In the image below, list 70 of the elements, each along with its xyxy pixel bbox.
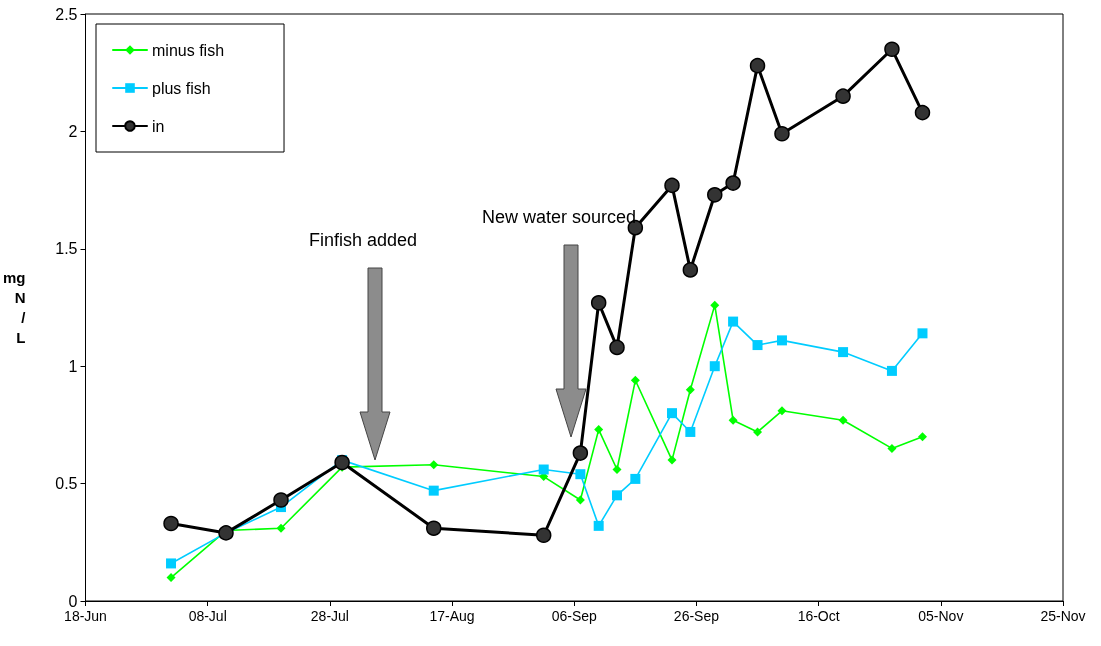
- annotation: Finfish added: [308, 230, 418, 250]
- point: [273, 492, 289, 508]
- y-tick-label: 2.5: [55, 5, 78, 23]
- x-tick-label: 16-Oct: [797, 608, 840, 624]
- point: [276, 523, 286, 533]
- point: [609, 339, 625, 356]
- point: [728, 316, 739, 327]
- y-axis-title: mg N / L: [3, 269, 27, 346]
- point: [667, 408, 677, 419]
- point: [590, 295, 607, 311]
- point: [776, 335, 787, 346]
- point: [728, 415, 738, 425]
- point: [774, 126, 790, 142]
- point: [887, 443, 897, 453]
- point: [426, 520, 442, 536]
- legend-label: plus fish: [152, 79, 211, 97]
- x-tick-label: 25-Nov: [1040, 608, 1086, 624]
- y-tick-label: 1.5: [55, 240, 78, 258]
- point: [752, 340, 763, 351]
- point: [710, 300, 720, 310]
- point: [572, 445, 589, 461]
- x-tick-label: 28-Jul: [310, 608, 349, 624]
- y-tick-label: 0.5: [55, 475, 78, 493]
- point: [630, 375, 640, 385]
- point: [709, 361, 720, 372]
- y-tick-label: 2: [68, 122, 78, 140]
- point: [685, 385, 695, 395]
- point: [166, 558, 177, 569]
- point: [707, 187, 723, 203]
- point: [575, 469, 586, 480]
- point: [685, 426, 696, 437]
- x-tick-label: 18-Jun: [64, 608, 107, 624]
- point: [428, 485, 439, 496]
- legend-label: in: [152, 117, 165, 135]
- legend-label: minus fish: [152, 41, 225, 59]
- point: [429, 460, 439, 470]
- point: [917, 328, 928, 339]
- point: [753, 427, 763, 437]
- point: [886, 365, 897, 376]
- point: [838, 415, 848, 425]
- x-tick-label: 17-Aug: [429, 608, 475, 624]
- point: [749, 57, 766, 74]
- point: [163, 515, 179, 532]
- point: [838, 347, 849, 358]
- point: [575, 495, 585, 505]
- x-tick-label: 26-Sep: [673, 608, 720, 624]
- point: [682, 262, 699, 278]
- y-tick-label: 0: [68, 592, 78, 610]
- point: [835, 88, 851, 104]
- point: [612, 465, 622, 475]
- point: [535, 527, 552, 543]
- x-tick-label: 08-Jul: [188, 608, 227, 624]
- annotation: New water sourced: [481, 207, 637, 227]
- point: [667, 455, 677, 465]
- point: [884, 41, 900, 57]
- point: [777, 406, 787, 416]
- point: [630, 473, 641, 484]
- point: [612, 490, 623, 501]
- point: [725, 175, 741, 191]
- x-tick-label: 06-Sep: [551, 608, 598, 624]
- point: [917, 432, 927, 442]
- point: [593, 520, 604, 531]
- point: [538, 464, 549, 475]
- x-tick-label: 05-Nov: [918, 608, 964, 624]
- point: [334, 454, 350, 471]
- point: [914, 104, 931, 121]
- point: [594, 425, 604, 435]
- point: [166, 573, 176, 583]
- y-tick-label: 1: [68, 357, 78, 375]
- point: [664, 177, 680, 194]
